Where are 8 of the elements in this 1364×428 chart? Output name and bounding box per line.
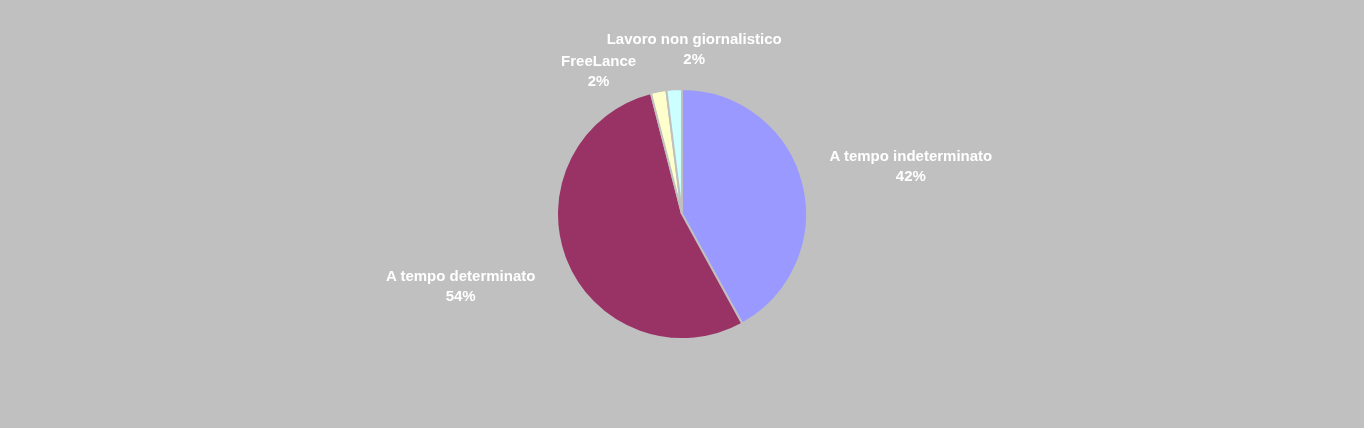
data-label: 2%: [587, 72, 610, 89]
data-label: 42%: [895, 166, 926, 184]
slice-label: FreeLance: [561, 52, 637, 69]
slice-label: Lavoro non giornalistico: [606, 30, 782, 47]
data-label: 54%: [445, 286, 476, 304]
data-label: 2%: [683, 50, 705, 67]
slice-label: A tempo indeterminato: [829, 146, 993, 164]
slice-label: A tempo determinato: [385, 266, 536, 284]
